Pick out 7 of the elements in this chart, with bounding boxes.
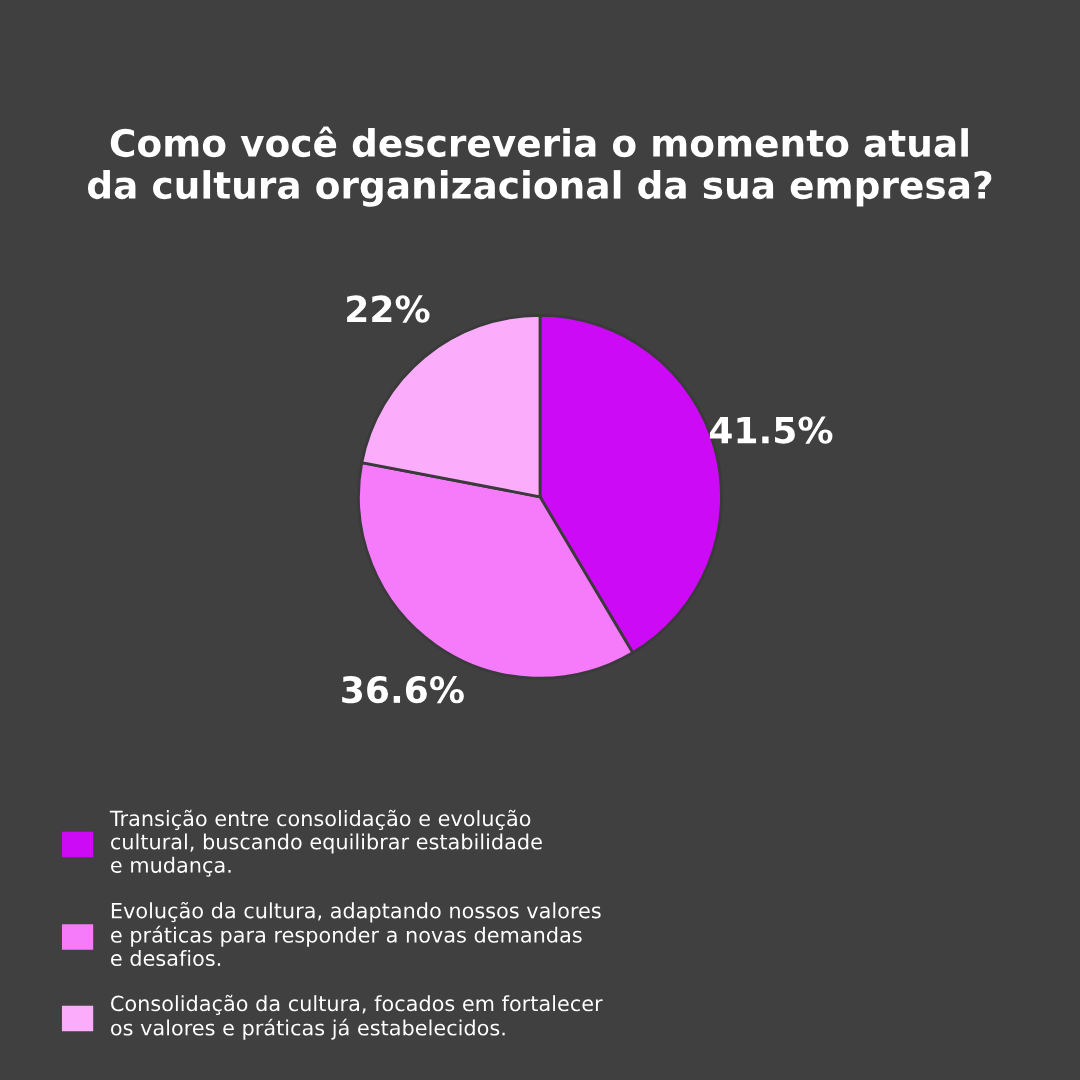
legend-label: Consolidação da cultura, focados em fortalecer os valores e práticas já estabelecidos. [111, 994, 603, 1040]
data-label: 22% [347, 295, 430, 323]
legend-label: Transição entre consolidação e evolução cultural, buscando equilibrar estabilidade e mudança. [109, 809, 542, 877]
data-label: 41.5% [709, 416, 833, 444]
legend-label: Evolução da cultura, adaptando nossos valores e práticas para responder a novas demandas e desafios. [111, 901, 601, 967]
chart-title: Como você descreveria o momento atual da cultura organizacional da sua empresa? [87, 126, 992, 207]
data-label: 36.6% [342, 675, 464, 704]
